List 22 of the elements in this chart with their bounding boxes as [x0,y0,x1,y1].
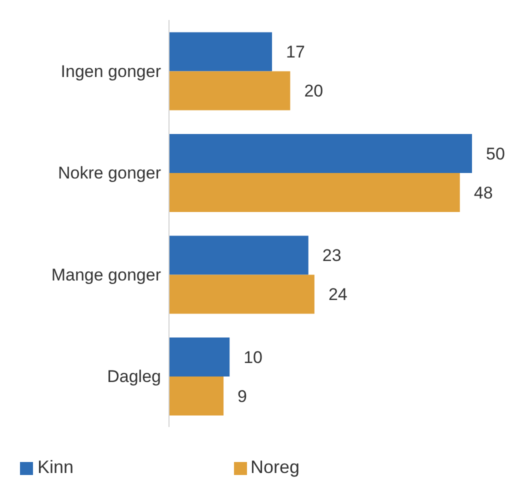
bar [169,32,272,72]
bar [169,134,472,173]
bar [169,376,224,416]
bar [169,274,314,314]
y-tick-label: Ingen gonger [60,62,162,81]
data-label: 50 [486,144,505,164]
data-label: 10 [244,348,263,367]
y-tick-label: Dagleg [107,367,161,386]
data-label: 23 [322,246,342,266]
y-tick-label: Mange gonger [51,265,162,284]
data-label: 17 [286,42,305,62]
data-label: 24 [328,285,348,304]
bar [169,337,230,376]
legend-label: Kinn [37,457,74,477]
data-label: 9 [238,386,248,406]
y-tick-label: Nokre gonger [58,164,162,183]
bar [169,172,460,212]
data-label: 48 [474,183,493,202]
bar [169,71,290,110]
data-label: 20 [304,82,324,101]
legend-label: Noreg [250,457,300,477]
bar [169,236,308,275]
